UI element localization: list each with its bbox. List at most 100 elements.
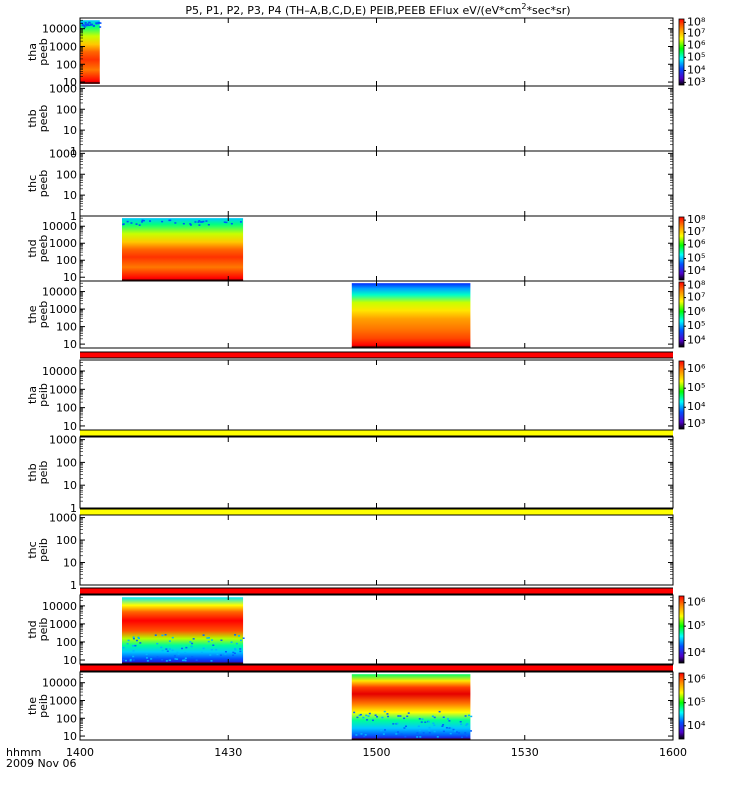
x-tick-label: 1600 (659, 746, 687, 759)
colorbar-strip (678, 672, 685, 740)
speckle (427, 721, 430, 723)
speckle (467, 714, 470, 717)
y-tick-label: 100 (56, 168, 77, 181)
y-tick-label: 100 (56, 402, 77, 415)
colorbar-tick-label: 10⁸ (687, 15, 706, 28)
speckle (353, 711, 356, 714)
speckle (234, 649, 237, 651)
speckle (184, 651, 187, 654)
speckle (459, 720, 462, 723)
y-tick-label: 10 (63, 420, 77, 433)
speckle (420, 721, 423, 723)
y-tick-label: 10000 (42, 286, 77, 299)
speckle (168, 648, 171, 650)
speckle (225, 221, 228, 224)
speckle (365, 714, 368, 717)
speckle (227, 658, 230, 661)
speckle (124, 659, 127, 662)
colorbar-tick-label: 10⁴ (687, 264, 706, 277)
speckle (230, 222, 233, 225)
speckle (417, 725, 420, 728)
speckle (132, 637, 135, 640)
speckle (440, 728, 443, 731)
speckle (177, 653, 180, 655)
panel-name: thc (26, 175, 39, 192)
speckle (210, 649, 213, 651)
spectrogram-block (351, 283, 471, 348)
y-tick-label: 100 (56, 58, 77, 71)
block-base (122, 279, 244, 281)
speckle (395, 733, 398, 735)
speckle (86, 23, 89, 25)
speckle (442, 716, 445, 719)
colorbar-tick-label: 10⁵ (687, 619, 705, 632)
y-tick-label: 1000 (49, 434, 77, 447)
speckle (95, 22, 98, 24)
speckle (200, 651, 203, 654)
speckle (98, 21, 101, 24)
speckle (364, 734, 367, 736)
speckle (381, 716, 384, 719)
panel-name: peib (37, 694, 50, 718)
speckle (83, 24, 86, 27)
panel-name: peeb (37, 301, 50, 329)
speckle (416, 732, 419, 734)
speckle (392, 723, 395, 725)
speckle (181, 647, 184, 650)
speckle (171, 649, 174, 652)
speckle (232, 654, 235, 657)
speckle (199, 221, 202, 223)
speckle (380, 729, 383, 732)
colorbar: 10⁶ 10⁵ 10⁴ (678, 595, 706, 664)
colorbar-tick-label: 10⁷ (687, 27, 705, 40)
speckle (366, 719, 369, 721)
speckle (166, 650, 169, 653)
speckle (431, 715, 434, 718)
speckle (129, 658, 132, 661)
speckle (185, 646, 188, 649)
speckle (223, 221, 226, 223)
block-base (351, 346, 471, 348)
panel-name: tha (26, 43, 39, 61)
speckle (219, 654, 222, 656)
y-tick-label: 1000 (49, 303, 77, 316)
speckle (450, 727, 453, 730)
speckle (416, 736, 419, 738)
colorbar-tick-label: 10⁷ (687, 291, 705, 304)
speckle (442, 730, 445, 733)
quality-flag-bar (80, 352, 673, 358)
y-tick-label: 1 (70, 210, 77, 223)
block-base (80, 82, 100, 84)
speckle (406, 715, 409, 718)
quality-flag-bar (80, 665, 673, 671)
panel-name: peib (37, 618, 50, 642)
speckle (168, 640, 171, 642)
y-tick-label: 100 (56, 534, 77, 547)
speckle (442, 724, 445, 726)
speckle (202, 634, 205, 636)
speckle (88, 21, 91, 24)
speckle (198, 224, 201, 226)
panel-name: thb (26, 109, 39, 127)
speckle (183, 659, 186, 661)
speckle (460, 723, 463, 725)
speckle (92, 24, 95, 27)
x-tick-label: 1430 (214, 746, 242, 759)
speckle (141, 221, 144, 223)
panel-name: thd (26, 620, 39, 638)
speckle (360, 733, 363, 735)
colorbar-tick-label: 10⁸ (687, 213, 706, 226)
speckle (396, 731, 399, 733)
panel-name: the (26, 305, 39, 323)
y-tick-label: 1000 (49, 147, 77, 160)
colorbar-tick-label: 10⁶ (687, 305, 706, 318)
speckle (421, 718, 424, 720)
y-tick-label: 1000 (49, 512, 77, 525)
speckle (452, 728, 455, 731)
speckle (84, 22, 87, 24)
